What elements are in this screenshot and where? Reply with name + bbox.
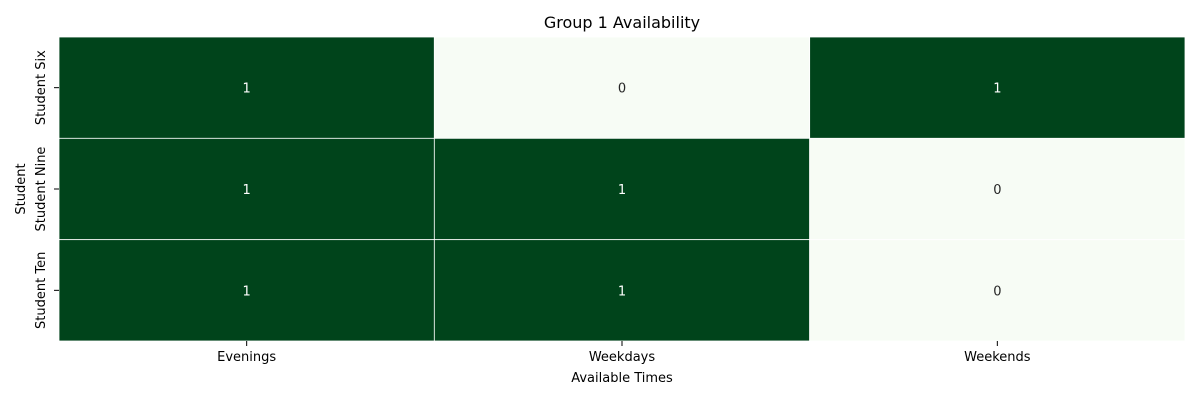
- cell-value-label: 1: [993, 82, 1001, 97]
- cell-value-label: 1: [243, 82, 251, 97]
- y-tick-label: Student Six: [34, 50, 49, 125]
- y-tick-label: Student Ten: [34, 252, 49, 329]
- heatmap-cell: [809, 137, 1186, 241]
- cell-value-label: 0: [993, 183, 1001, 198]
- chart-title: Group 1 Availability: [544, 13, 700, 32]
- y-axis-label: Student: [14, 163, 29, 214]
- x-tick-label: Weekdays: [589, 350, 656, 365]
- x-axis: Evenings Weekdays Weekends: [217, 341, 1031, 365]
- cell-value-label: 1: [618, 284, 626, 299]
- cell-value-label: 1: [243, 284, 251, 299]
- heatmap-cell: [433, 137, 811, 241]
- heatmap-cell: [433, 239, 811, 342]
- x-tick-label: Weekends: [964, 350, 1031, 365]
- heatmap-cell: [58, 239, 435, 342]
- cell-value-label: 0: [618, 82, 626, 97]
- heatmap-cell-labels: 1 0 1 1 1 0 1 1 0: [243, 82, 1002, 300]
- heatmap-cell: [58, 137, 435, 241]
- cell-value-label: 1: [243, 183, 251, 198]
- heatmap-cell: [433, 36, 811, 139]
- heatmap-cell: [58, 36, 435, 139]
- y-tick-label: Student Nine: [34, 147, 49, 232]
- cell-value-label: 0: [993, 284, 1001, 299]
- y-axis: Student Six Student Nine Student Ten: [34, 50, 59, 329]
- x-axis-label: Available Times: [571, 371, 673, 386]
- heatmap-cell: [809, 36, 1186, 139]
- heatmap-cells: [58, 36, 1186, 342]
- x-tick-label: Evenings: [217, 350, 276, 365]
- cell-value-label: 1: [618, 183, 626, 198]
